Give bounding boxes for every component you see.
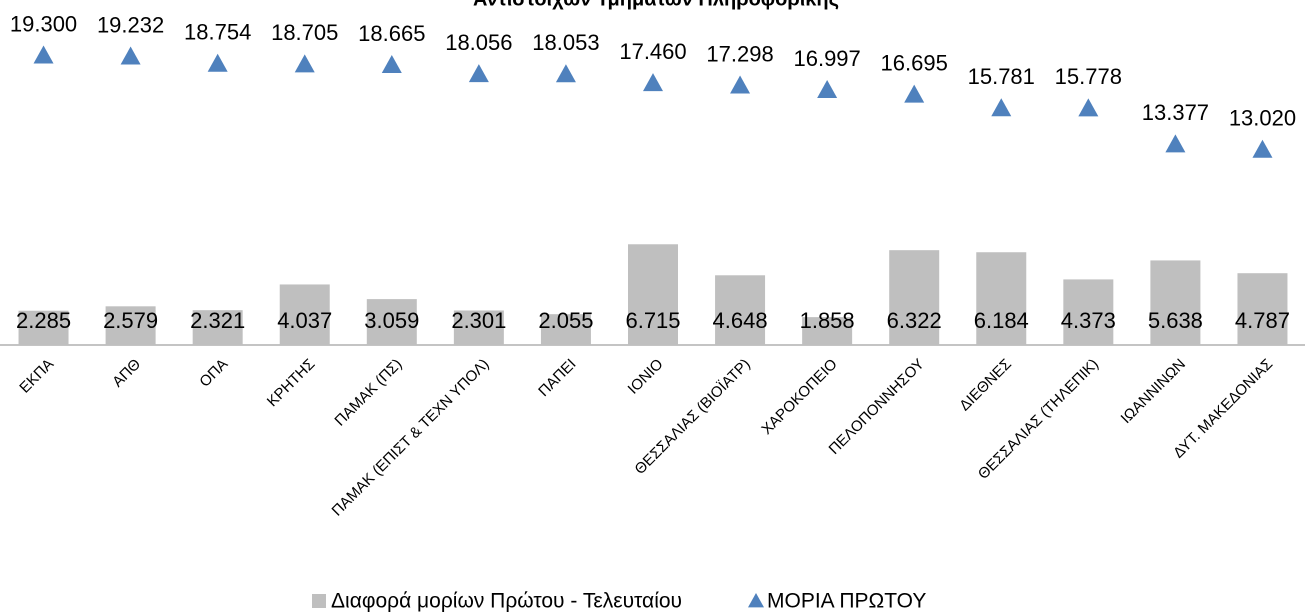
data-label: 6.322 [887,308,942,333]
bar [802,317,853,345]
bar [628,244,678,345]
data-label: 17.298 [706,41,773,66]
legend-label: Διαφορά μορίων Πρώτου - Τελευταίου [331,590,682,613]
data-label: 18.053 [532,30,599,55]
marker [1252,139,1273,158]
marker [555,64,576,83]
marker [817,80,838,99]
x-tick-label: ΙΩΑΝΝΙΝΩΝ [1118,356,1189,427]
data-label: 2.301 [451,308,506,333]
data-label: 4.037 [277,308,332,333]
legend-swatch [748,593,764,608]
data-label: 16.695 [881,50,948,75]
data-label: 1.858 [800,308,855,333]
marker [207,53,228,72]
data-label: 6.715 [625,308,680,333]
x-tick-label: ΧΑΡΟΚΟΠΕΙΟ [758,356,840,438]
marker [1165,134,1186,153]
marker [33,45,54,64]
marker [294,54,315,73]
data-label: 18.056 [445,30,512,55]
bar [366,299,417,345]
bar [453,310,504,345]
data-label: 2.321 [190,308,245,333]
data-label: 18.665 [358,21,425,46]
data-label: 17.460 [619,39,686,64]
data-label: 15.778 [1055,64,1122,89]
bar [715,275,766,345]
data-label: 4.648 [713,308,768,333]
data-label: 13.377 [1142,100,1209,125]
data-label: 18.705 [271,20,338,45]
marker [1078,98,1099,117]
x-tick-label: ΔΙΕΘΝΕΣ [956,356,1015,415]
bar [192,310,243,345]
bar [1063,279,1114,345]
data-label: 3.059 [364,308,419,333]
x-tick-label: ΕΚΠΑ [16,356,57,397]
bar [1237,273,1288,345]
bar [540,314,591,345]
data-label: 4.373 [1061,308,1116,333]
data-label: 2.579 [103,308,158,333]
x-tick-label: ΟΠΑ [196,356,231,391]
data-label: 15.781 [968,64,1035,89]
x-tick-label: ΠΑΜΑΚ (ΠΣ) [331,356,405,430]
x-tick-label: ΠΑΜΑΚ (ΕΠΙΣΤ & ΤΕΧΝ ΥΠΟΛ) [329,356,493,520]
marker [904,84,925,103]
chart-title: Αντίστοιχων Τμημάτων Πληροφορικής [473,0,839,10]
data-label: 19.300 [10,11,77,36]
x-tick-label: ΔΥΤ. ΜΑΚΕΔΟΝΙΑΣ [1170,356,1276,462]
x-tick-label: ΙΟΝΙΟ [625,356,667,398]
bar [279,284,330,345]
x-tick-label: ΚΡΗΤΗΣ [264,356,319,411]
bar [105,306,156,345]
data-label: 2.055 [538,308,593,333]
data-label: 6.184 [974,308,1029,333]
bar [976,252,1027,345]
marker [991,98,1012,117]
bar [889,250,940,345]
marker [730,75,751,94]
data-label: 13.020 [1229,106,1296,131]
x-tick-label: ΠΑΠΕΙ [535,356,579,400]
legend-swatch [312,594,326,608]
legend-label: ΜΟΡΙΑ ΠΡΩΤΟΥ [767,590,926,613]
data-label: 4.787 [1235,308,1290,333]
bar [18,310,69,345]
data-label: 19.232 [97,12,164,37]
marker [643,73,663,92]
x-tick-label: ΑΠΘ [109,356,144,391]
data-label: 16.997 [793,46,860,71]
marker [381,55,402,74]
marker [120,46,141,65]
x-tick-label: ΠΕΛΟΠΟΝΝΗΣΟΥ [826,356,928,458]
data-label: 5.638 [1148,308,1203,333]
data-label: 2.285 [16,308,71,333]
bar [1150,260,1201,345]
marker [468,64,489,83]
data-label: 18.754 [184,20,251,45]
